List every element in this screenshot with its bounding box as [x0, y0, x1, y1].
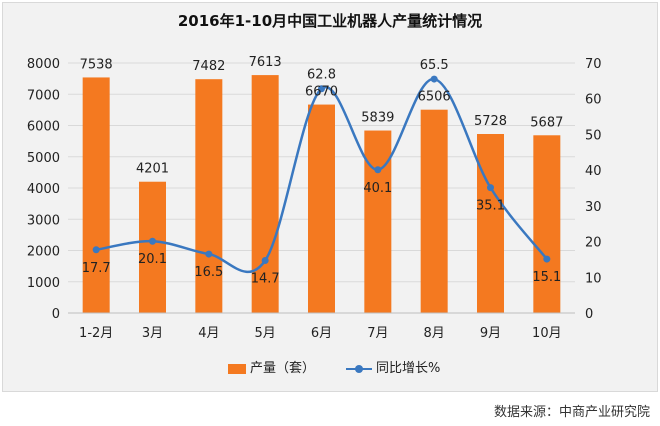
y-left-tick-label: 6000 [27, 120, 60, 135]
line-layer [92, 75, 551, 274]
growth-value-label: 17.7 [82, 261, 111, 276]
growth-value-label: 40.1 [363, 181, 392, 196]
y-right-tick-label: 0 [585, 307, 593, 322]
legend-label-line: 同比增长% [376, 361, 441, 376]
y-left-tick-label: 4000 [27, 182, 60, 197]
growth-point [318, 85, 325, 93]
legend-item-line: 同比增长% [346, 357, 440, 376]
growth-point [430, 75, 438, 83]
bar [82, 77, 110, 313]
bar [477, 134, 504, 313]
y-right-tick-label: 60 [585, 93, 602, 108]
growth-value-label: 15.1 [532, 270, 561, 285]
growth-point [92, 246, 100, 254]
growth-line [95, 77, 548, 274]
y-left-tick-label: 8000 [27, 57, 60, 72]
growth-value-label: 20.1 [138, 252, 167, 267]
y-left-tick-label: 5000 [27, 151, 60, 166]
growth-point [261, 257, 269, 264]
growth-value-label: 16.5 [194, 265, 223, 280]
bar-value-label: 6670 [305, 85, 338, 100]
bar [364, 130, 392, 313]
y-left-tick-label: 7000 [27, 88, 60, 103]
y-left-tick-label: 0 [52, 307, 60, 322]
legend-item-bars: 产量（套） [228, 357, 315, 376]
x-tick-label: 8月 [424, 326, 445, 341]
bar [308, 104, 335, 313]
bar-value-label: 7538 [80, 57, 113, 72]
x-tick-label: 4月 [198, 326, 219, 341]
y-right-tick-label: 70 [585, 57, 602, 72]
chart-title: 2016年1-10月中国工业机器人产量统计情况 [177, 12, 483, 30]
x-tick-label: 3月 [142, 326, 163, 341]
x-tick-label: 5月 [255, 326, 276, 341]
growth-value-label: 65.5 [420, 58, 449, 73]
y-left-tick-label: 3000 [27, 213, 60, 228]
growth-point [487, 184, 494, 192]
source-note: 数据来源：中商产业研究院 [493, 405, 650, 420]
growth-value-label: 35.1 [476, 199, 505, 214]
growth-value-label: 62.8 [307, 68, 336, 83]
label-layer: 7538 4201 7482 7613 6670 5839 6506 5728 5687 17.7… [80, 55, 564, 286]
y-left-tick-label: 1000 [27, 276, 60, 291]
legend: 产量（套） 同比增长% [0, 357, 660, 377]
y-right-tick-label: 20 [585, 236, 602, 251]
x-tick-label: 7月 [367, 326, 388, 341]
legend-label-bars: 产量（套） [250, 361, 316, 376]
bar-value-label: 7613 [249, 55, 282, 70]
bar-value-label: 5839 [361, 111, 394, 126]
y-right-tick-label: 30 [585, 200, 602, 215]
bar-value-label: 5687 [530, 115, 563, 130]
bar [251, 75, 279, 313]
legend-bar-swatch [228, 363, 246, 374]
x-tick-label: 10月 [532, 326, 562, 341]
growth-point [205, 250, 213, 258]
bar-layer [82, 75, 561, 313]
bar-value-label: 6506 [418, 90, 451, 105]
y-left-tick-label: 2000 [27, 245, 60, 260]
y-right-tick-label: 40 [585, 164, 602, 179]
bar [420, 109, 448, 313]
bar-value-label: 7482 [192, 59, 225, 74]
bar-value-label: 5728 [474, 114, 507, 129]
x-tick-label: 9月 [480, 326, 501, 341]
bar [533, 135, 561, 313]
growth-point [543, 255, 551, 263]
bar-value-label: 4201 [136, 162, 169, 177]
bar [195, 79, 223, 313]
growth-point [149, 237, 156, 245]
legend-line-swatch [346, 364, 372, 374]
bar [139, 181, 166, 313]
growth-value-label: 14.7 [251, 272, 280, 287]
x-tick-label: 6月 [311, 326, 332, 341]
y-right-tick-label: 10 [585, 271, 602, 286]
x-tick-label: 1-2月 [79, 326, 113, 341]
y-right-tick-label: 50 [585, 128, 602, 143]
growth-point [374, 166, 382, 174]
axis-layer: 0 1000 2000 3000 4000 5000 6000 7000 8000 0 10 20 30… [27, 57, 602, 341]
